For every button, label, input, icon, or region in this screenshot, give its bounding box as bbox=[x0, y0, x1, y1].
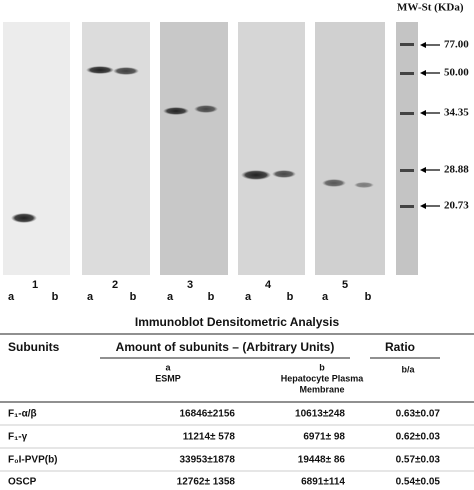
subheader: Membrane bbox=[299, 384, 344, 394]
band bbox=[322, 179, 346, 187]
cell: 0.62±0.03 bbox=[396, 432, 441, 443]
lane-label: a bbox=[322, 291, 329, 303]
subheader: b/a bbox=[401, 364, 415, 374]
blot-panel bbox=[82, 22, 150, 275]
cell: 6891±114 bbox=[301, 477, 345, 488]
cell: 6971± 98 bbox=[303, 432, 345, 443]
lane-label: b bbox=[52, 291, 59, 303]
marker-title: MW-St (KDa) bbox=[397, 2, 464, 14]
band bbox=[354, 182, 374, 188]
panel-number: 3 bbox=[187, 279, 193, 291]
blot-panel bbox=[315, 22, 385, 275]
band bbox=[163, 107, 189, 115]
header: Subunits bbox=[8, 340, 60, 354]
panel-number: 4 bbox=[265, 279, 272, 291]
lane-label: b bbox=[208, 291, 215, 303]
cell: 16846±2156 bbox=[179, 409, 235, 420]
lane-label: a bbox=[245, 291, 252, 303]
band bbox=[113, 67, 139, 75]
band bbox=[11, 213, 37, 223]
panel-number: 5 bbox=[342, 279, 348, 291]
cell: 12762± 1358 bbox=[177, 477, 236, 488]
cell: 0.54±0.05 bbox=[396, 477, 441, 488]
marker-arrowhead bbox=[420, 110, 426, 116]
cell: 33953±1878 bbox=[179, 455, 235, 466]
panel-number: 2 bbox=[112, 279, 118, 291]
cell: 0.63±0.07 bbox=[396, 409, 441, 420]
band bbox=[86, 66, 114, 74]
cell: F₁-α/β bbox=[8, 409, 37, 420]
lane-label: b bbox=[365, 291, 372, 303]
marker-arrowhead bbox=[420, 167, 426, 173]
marker-arrowhead bbox=[420, 70, 426, 76]
lane-label: b bbox=[287, 291, 294, 303]
marker-label: 50.00 bbox=[444, 67, 469, 79]
subheader: a bbox=[165, 362, 171, 372]
subheader: ESMP bbox=[155, 373, 181, 383]
table-title: Immunoblot Densitometric Analysis bbox=[135, 315, 340, 329]
lane-label: a bbox=[167, 291, 174, 303]
blot-panel bbox=[3, 22, 70, 275]
marker-strip bbox=[396, 22, 418, 275]
marker-label: 34.35 bbox=[444, 107, 469, 119]
band bbox=[241, 170, 271, 180]
cell: 19448± 86 bbox=[298, 455, 346, 466]
header: Ratio bbox=[385, 340, 415, 354]
marker-arrowhead bbox=[420, 42, 426, 48]
blot-panel bbox=[238, 22, 305, 275]
marker-bands bbox=[400, 43, 414, 208]
marker-label: 28.88 bbox=[444, 164, 469, 176]
marker-label: 77.00 bbox=[444, 39, 469, 51]
subheader: Hepatocyte Plasma bbox=[281, 373, 365, 383]
marker-label: 20.73 bbox=[444, 200, 469, 212]
blot-panel bbox=[160, 22, 228, 275]
band bbox=[272, 170, 296, 178]
band bbox=[194, 105, 218, 113]
subheader: b bbox=[319, 362, 325, 372]
lane-label: b bbox=[130, 291, 137, 303]
panel-number: 1 bbox=[32, 279, 38, 291]
cell: F₁-γ bbox=[8, 432, 28, 443]
cell: F₀I-PVP(b) bbox=[8, 455, 58, 466]
cell: 10613±248 bbox=[295, 409, 345, 420]
cell: 0.57±0.03 bbox=[396, 455, 441, 466]
lane-label: a bbox=[8, 291, 15, 303]
marker-arrowhead bbox=[420, 203, 426, 209]
cell: 11214± 578 bbox=[183, 432, 236, 443]
cell: OSCP bbox=[8, 477, 37, 488]
header: Amount of subunits – (Arbitrary Units) bbox=[116, 340, 335, 354]
lane-label: a bbox=[87, 291, 94, 303]
